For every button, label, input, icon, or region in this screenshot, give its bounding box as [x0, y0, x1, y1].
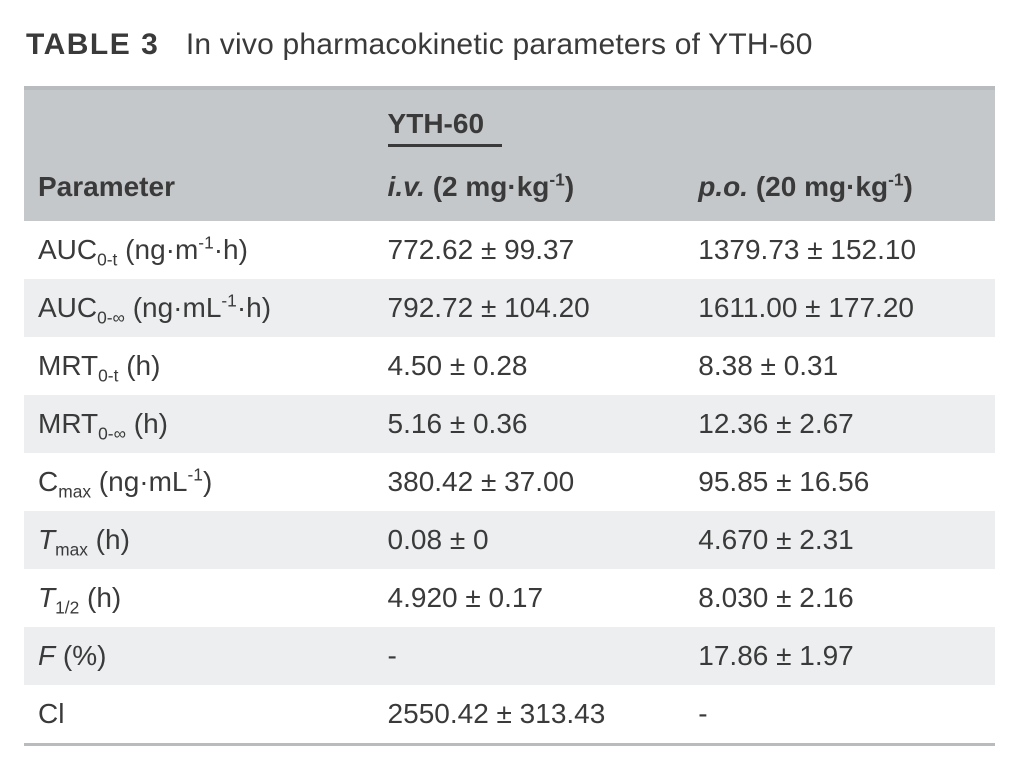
param-cell: AUC0-t (ng·m-1·h): [24, 221, 374, 279]
table-row: Cl2550.42 ± 313.43-: [24, 685, 995, 745]
iv-cell: 2550.42 ± 313.43: [374, 685, 685, 745]
param-cell: Cl: [24, 685, 374, 745]
column-header-iv: i.v. (2 mg·kg-1): [374, 157, 685, 221]
iv-cell: 0.08 ± 0: [374, 511, 685, 569]
po-cell: 1611.00 ± 177.20: [684, 279, 995, 337]
iv-route: i.v.: [388, 171, 425, 202]
iv-cell: 792.72 ± 104.20: [374, 279, 685, 337]
po-dose: (20 mg·kg-1): [756, 171, 913, 202]
table-row: T1/2 (h)4.920 ± 0.178.030 ± 2.16: [24, 569, 995, 627]
param-cell: Cmax (ng·mL-1): [24, 453, 374, 511]
table-label: TABLE 3: [26, 28, 159, 61]
param-cell: F (%): [24, 627, 374, 685]
header-empty: [24, 88, 374, 157]
iv-dose: (2 mg·kg-1): [433, 171, 574, 202]
column-header-parameter: Parameter: [24, 157, 374, 221]
table-row: MRT0-∞ (h)5.16 ± 0.3612.36 ± 2.67: [24, 395, 995, 453]
table-row: AUC0-∞ (ng·mL-1·h)792.72 ± 104.201611.00…: [24, 279, 995, 337]
po-cell: 95.85 ± 16.56: [684, 453, 995, 511]
po-cell: 4.670 ± 2.31: [684, 511, 995, 569]
iv-cell: 380.42 ± 37.00: [374, 453, 685, 511]
header-spanner: YTH-60: [374, 88, 995, 157]
param-cell: MRT0-t (h): [24, 337, 374, 395]
po-route: p.o.: [698, 171, 748, 202]
pk-table: YTH-60 Parameter i.v. (2 mg·kg-1) p.o. (…: [24, 86, 995, 746]
table-header-row: Parameter i.v. (2 mg·kg-1) p.o. (20 mg·k…: [24, 157, 995, 221]
column-header-po: p.o. (20 mg·kg-1): [684, 157, 995, 221]
table-row: MRT0-t (h)4.50 ± 0.288.38 ± 0.31: [24, 337, 995, 395]
header-spanner-label: YTH-60: [388, 108, 502, 147]
param-cell: Tmax (h): [24, 511, 374, 569]
table-header-spanner-row: YTH-60: [24, 88, 995, 157]
table-figure: TABLE 3 In vivo pharmacokinetic paramete…: [0, 0, 1019, 770]
po-cell: 17.86 ± 1.97: [684, 627, 995, 685]
param-cell: MRT0-∞ (h): [24, 395, 374, 453]
table-row: Tmax (h)0.08 ± 04.670 ± 2.31: [24, 511, 995, 569]
param-cell: T1/2 (h): [24, 569, 374, 627]
table-row: AUC0-t (ng·m-1·h)772.62 ± 99.371379.73 ±…: [24, 221, 995, 279]
iv-cell: 4.920 ± 0.17: [374, 569, 685, 627]
table-body: AUC0-t (ng·m-1·h)772.62 ± 99.371379.73 ±…: [24, 221, 995, 745]
iv-cell: -: [374, 627, 685, 685]
table-row: Cmax (ng·mL-1)380.42 ± 37.0095.85 ± 16.5…: [24, 453, 995, 511]
param-cell: AUC0-∞ (ng·mL-1·h): [24, 279, 374, 337]
po-cell: 8.030 ± 2.16: [684, 569, 995, 627]
table-caption: TABLE 3 In vivo pharmacokinetic paramete…: [26, 26, 995, 64]
po-cell: 8.38 ± 0.31: [684, 337, 995, 395]
po-cell: 1379.73 ± 152.10: [684, 221, 995, 279]
iv-cell: 5.16 ± 0.36: [374, 395, 685, 453]
po-cell: -: [684, 685, 995, 745]
iv-cell: 772.62 ± 99.37: [374, 221, 685, 279]
iv-cell: 4.50 ± 0.28: [374, 337, 685, 395]
table-caption-text: In vivo pharmacokinetic parameters of YT…: [186, 28, 813, 61]
po-cell: 12.36 ± 2.67: [684, 395, 995, 453]
table-row: F (%)-17.86 ± 1.97: [24, 627, 995, 685]
